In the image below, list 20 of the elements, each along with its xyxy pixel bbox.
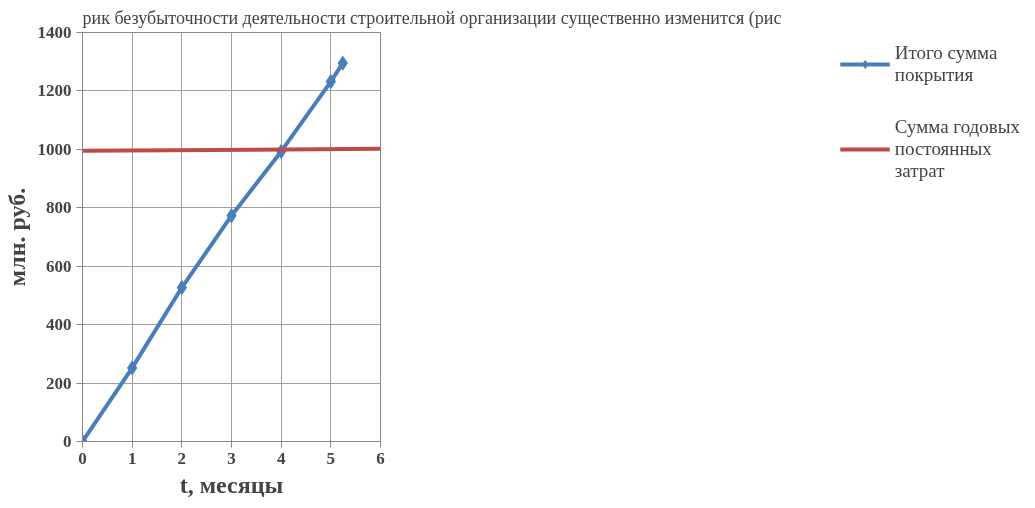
legend-label: Сумма годовых постоянных затрат (894, 116, 1020, 182)
y-axis-title: млн. руб. (3, 187, 30, 287)
x-tick-label: 1 (127, 448, 137, 468)
x-tick-label: 5 (326, 448, 336, 468)
y-tick-label: 1200 (37, 81, 72, 101)
y-tick-label: 0 (63, 432, 72, 451)
x-tick-label: 4 (276, 448, 286, 468)
x-tick-label: 3 (227, 448, 236, 468)
x-axis-title: t, месяцы (179, 471, 284, 498)
x-tick-label: 2 (177, 448, 187, 468)
x-tick-label: 0 (78, 448, 87, 468)
y-tick-label: 600 (46, 256, 72, 276)
y-tick-label: 200 (46, 373, 72, 393)
y-tick-label: 1000 (37, 139, 72, 159)
legend-label: Итого сумма покрытия (894, 42, 999, 86)
y-tick-label: 400 (46, 315, 72, 335)
text: рик безубыточности деятельности строительной организации существенно изменится (рис (82, 7, 782, 29)
y-tick-label: 800 (46, 198, 72, 218)
y-tick-label: 1400 (37, 23, 72, 42)
x-tick-label: 6 (376, 448, 385, 468)
